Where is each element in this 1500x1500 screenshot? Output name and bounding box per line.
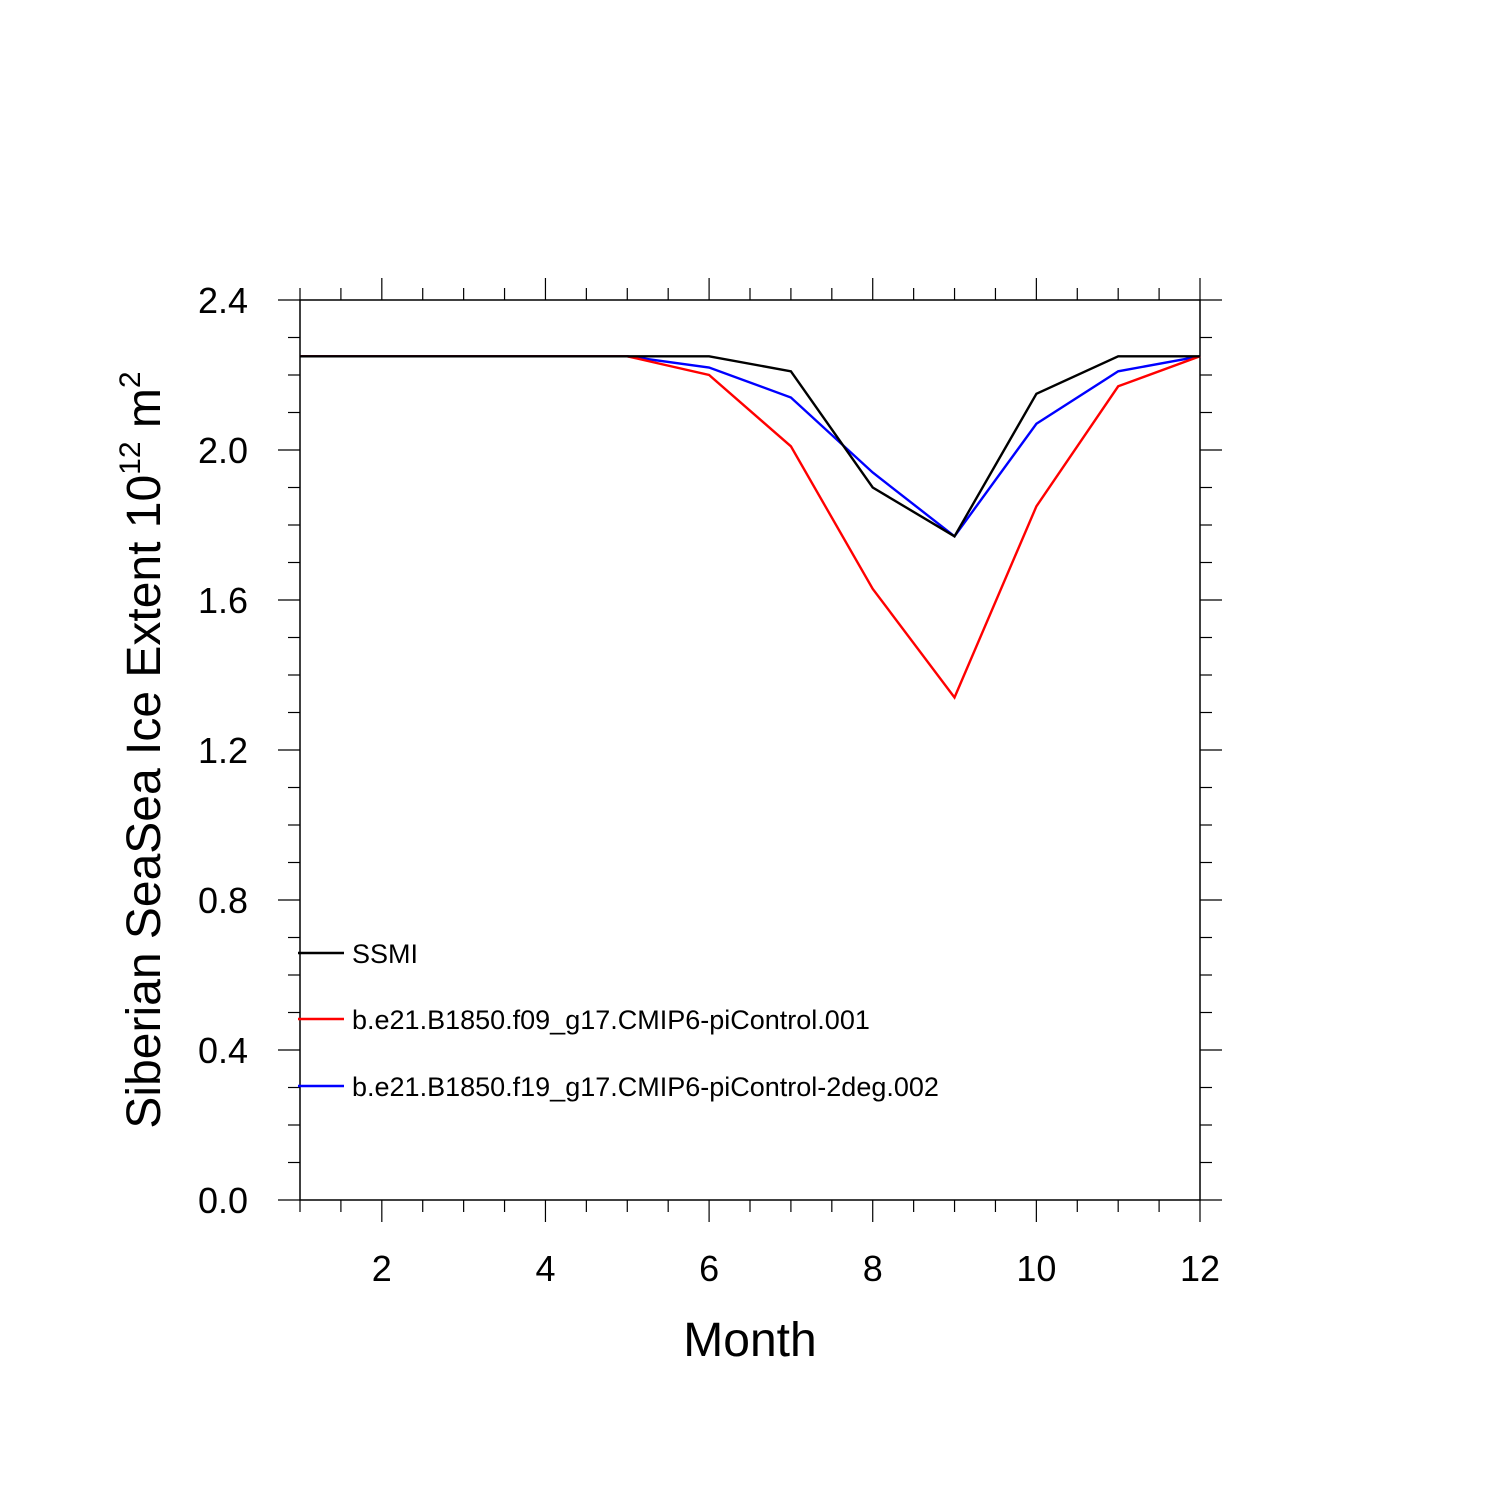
- legend-label: b.e21.B1850.f09_g17.CMIP6-piControl.001: [352, 1005, 870, 1035]
- x-tick-labels: 2 4 6 8 10 12: [372, 1248, 1220, 1289]
- legend-label: b.e21.B1850.f19_g17.CMIP6-piControl-2deg…: [352, 1072, 939, 1102]
- series-lines: [300, 355, 1201, 700]
- y-tick-labels: 0.0 0.4 0.8 1.2 1.6 2.0 2.4: [198, 280, 248, 1221]
- x-tick-label: 4: [535, 1248, 555, 1289]
- y-axis-label-exponent: 12: [114, 441, 147, 474]
- y-tick-label: 2.0: [198, 430, 248, 471]
- x-tick-label: 6: [699, 1248, 719, 1289]
- x-tick-label: 10: [1016, 1248, 1056, 1289]
- x-tick-label: 8: [863, 1248, 883, 1289]
- series-line-0: [300, 355, 1200, 538]
- x-axis-label: Month: [683, 1314, 816, 1367]
- y-tick-label: 0.8: [198, 880, 248, 921]
- plot-frame: [299, 299, 1201, 1201]
- y-tick-label: 1.6: [198, 580, 248, 621]
- y-axis-label: Siberian SeaSea Ice Extent 1012 m2: [114, 371, 171, 1128]
- y-axis-label-unit-exponent: 2: [114, 371, 147, 388]
- axis-ticks: [278, 278, 1222, 1222]
- x-tick-label: 2: [372, 1248, 392, 1289]
- y-axis-label-unit: m: [118, 388, 171, 441]
- y-tick-label: 1.2: [198, 730, 248, 771]
- legend: SSMI b.e21.B1850.f09_g17.CMIP6-piControl.…: [298, 939, 939, 1102]
- series-line-2: [300, 355, 1201, 539]
- series-line-1: [300, 355, 1201, 700]
- y-tick-label: 0.0: [198, 1180, 248, 1221]
- legend-label: SSMI: [352, 939, 418, 969]
- y-tick-label: 2.4: [198, 280, 248, 321]
- y-axis-label-main: Siberian SeaSea Ice Extent 10: [118, 475, 171, 1129]
- y-tick-label: 0.4: [198, 1030, 248, 1071]
- x-tick-label: 12: [1180, 1248, 1220, 1289]
